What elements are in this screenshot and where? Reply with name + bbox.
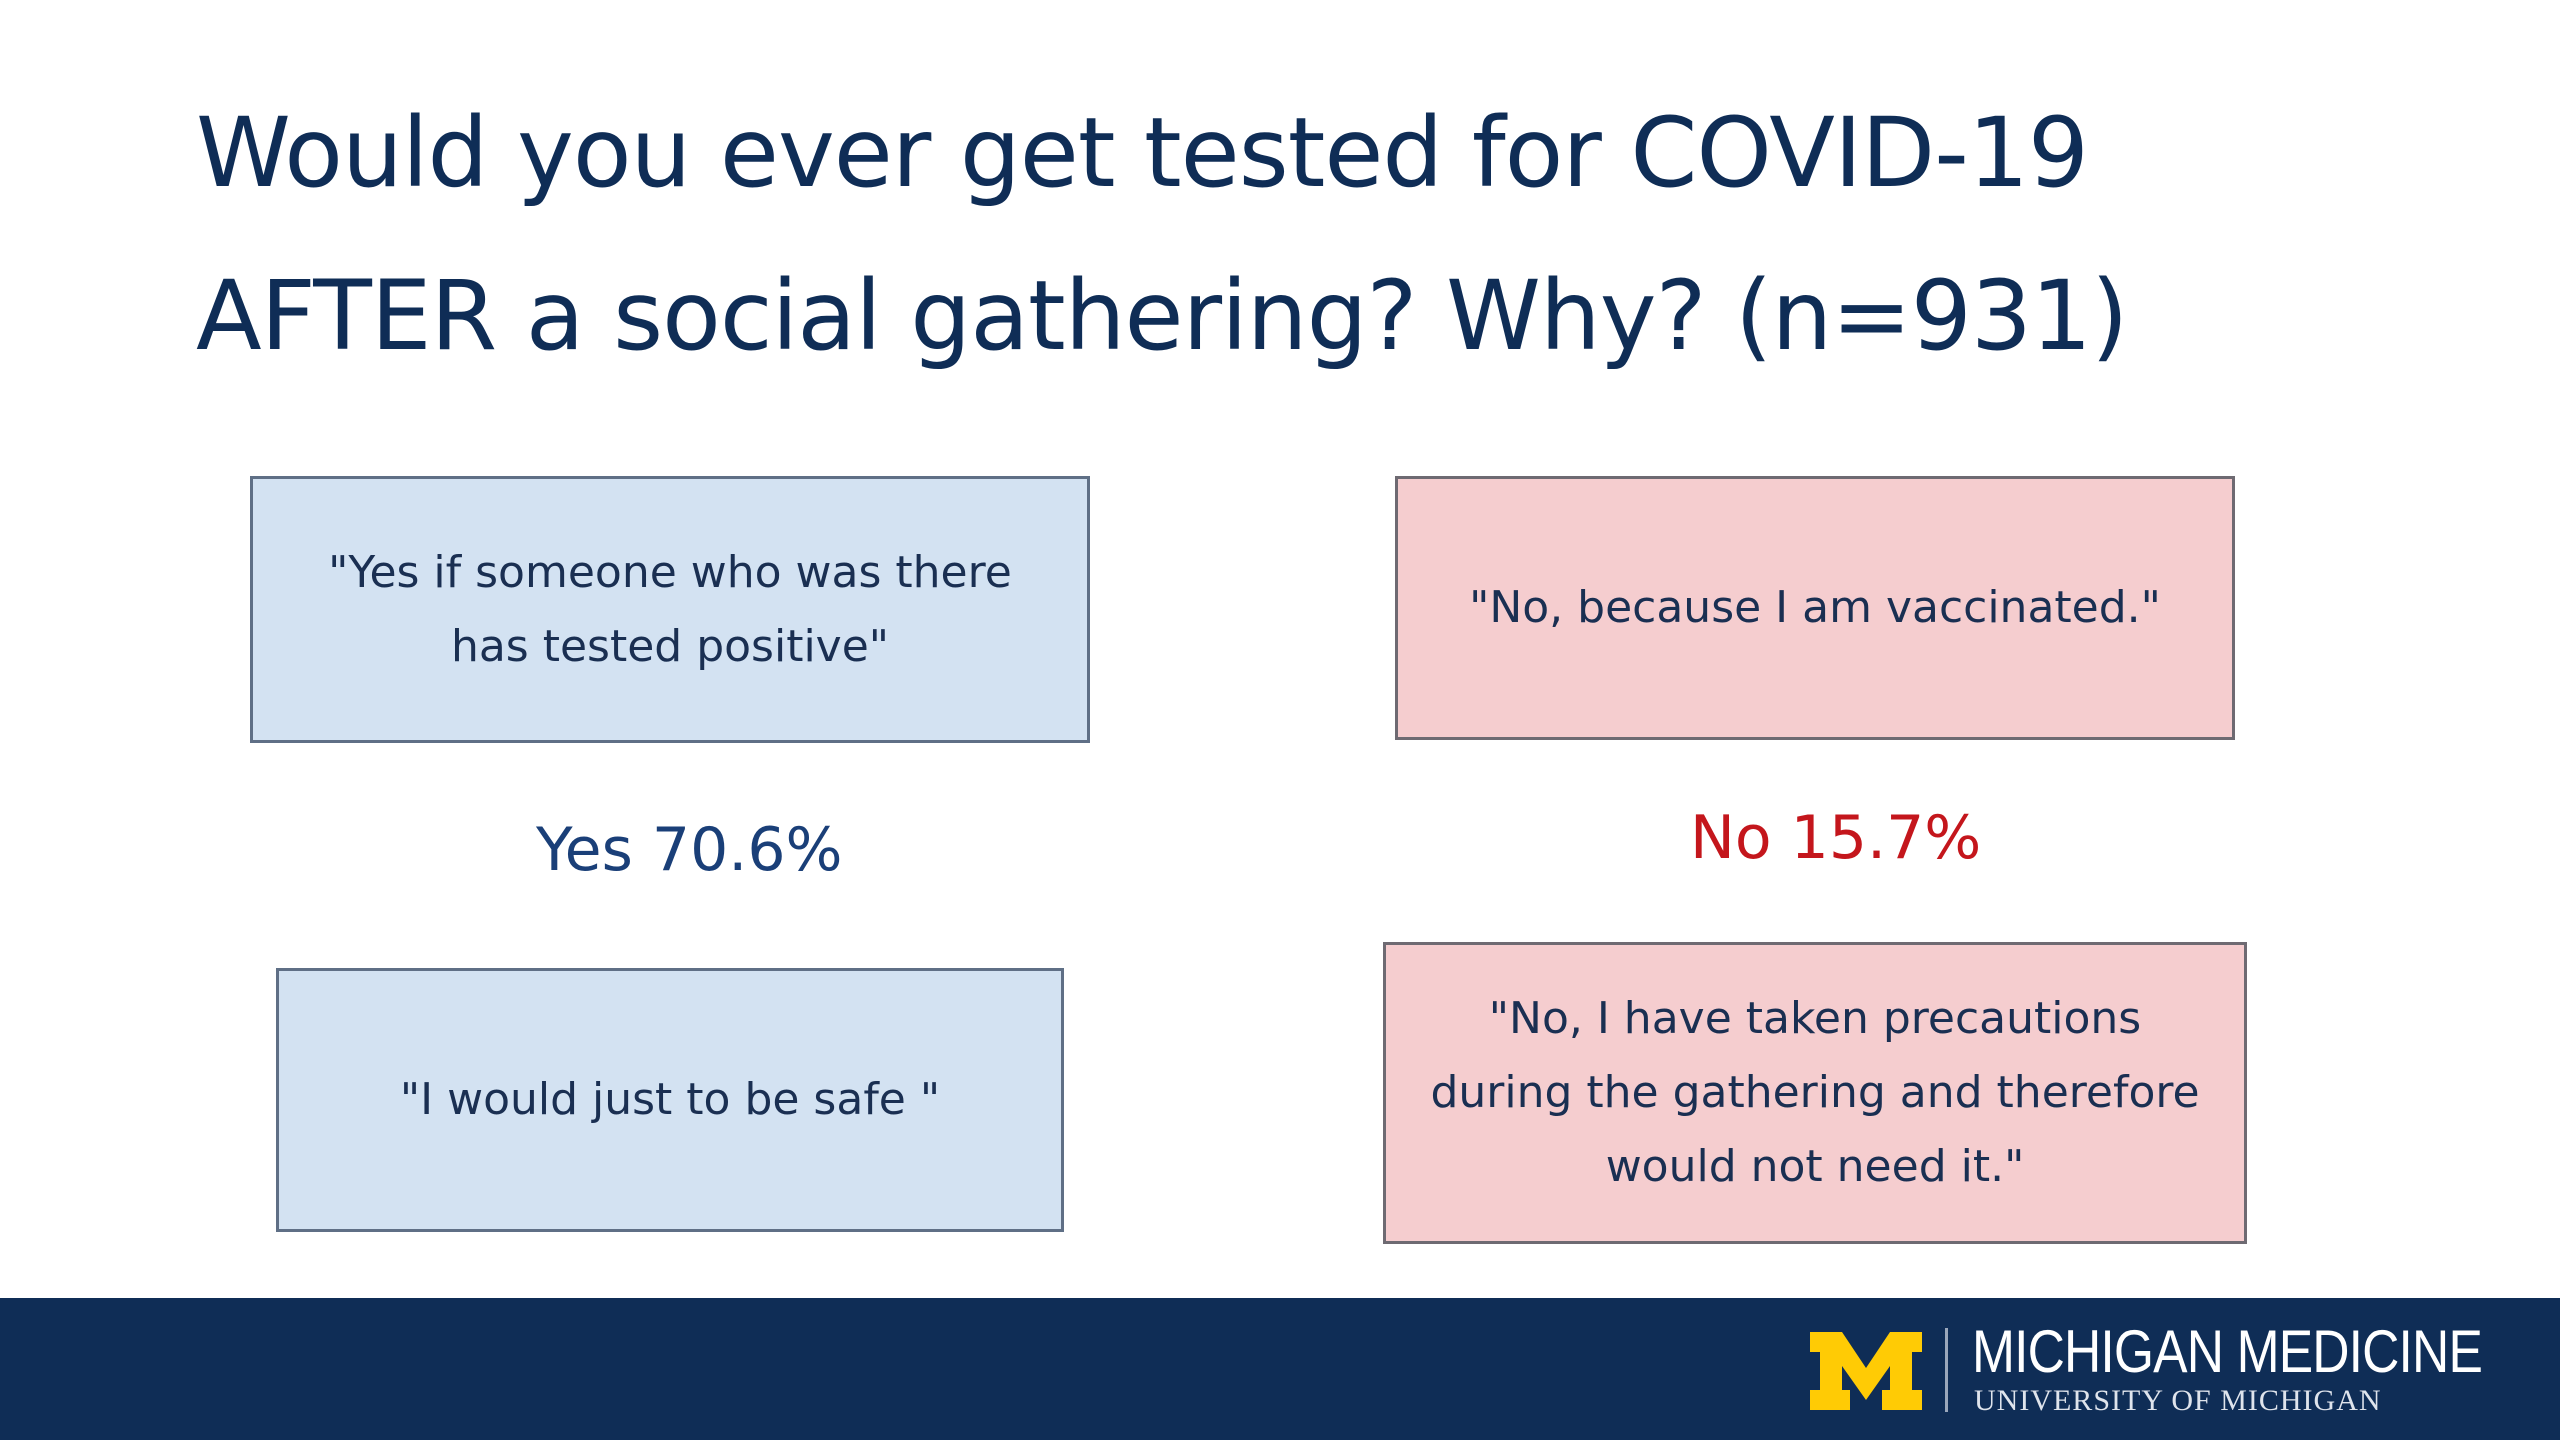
- logo-divider: [1945, 1328, 1948, 1412]
- no-quote-box: "No, because I am vaccinated.": [1395, 476, 2235, 740]
- brand-subtitle: UNIVERSITY OF MICHIGAN: [1974, 1384, 2382, 1417]
- yes-quote-box: "Yes if someone who was there has tested…: [250, 476, 1090, 743]
- block-m-icon: [1810, 1332, 1922, 1410]
- slide-title-line-2: AFTER a social gathering? Why? (n=931): [196, 260, 2128, 372]
- yes-quote-text: "Yes if someone who was there has tested…: [328, 546, 1012, 672]
- no-quote-text: "No, because I am vaccinated.": [1469, 582, 2161, 633]
- brand-name: MICHIGAN MEDICINE: [1972, 1318, 2483, 1385]
- no-quote-box: "No, I have taken precautions during the…: [1383, 942, 2247, 1244]
- yes-quote-box: "I would just to be safe ": [276, 968, 1064, 1232]
- yes-percentage: Yes 70.6%: [536, 815, 843, 885]
- slide-title-line-1: Would you ever get tested for COVID-19: [196, 97, 2089, 209]
- footer-bar: MICHIGAN MEDICINE UNIVERSITY OF MICHIGAN: [0, 1298, 2560, 1440]
- slide-title: Would you ever get tested for COVID-19 A…: [196, 72, 2446, 398]
- yes-quote-text: "I would just to be safe ": [399, 1074, 941, 1125]
- no-percentage: No 15.7%: [1690, 803, 1982, 873]
- no-quote-text: "No, I have taken precautions during the…: [1430, 993, 2200, 1192]
